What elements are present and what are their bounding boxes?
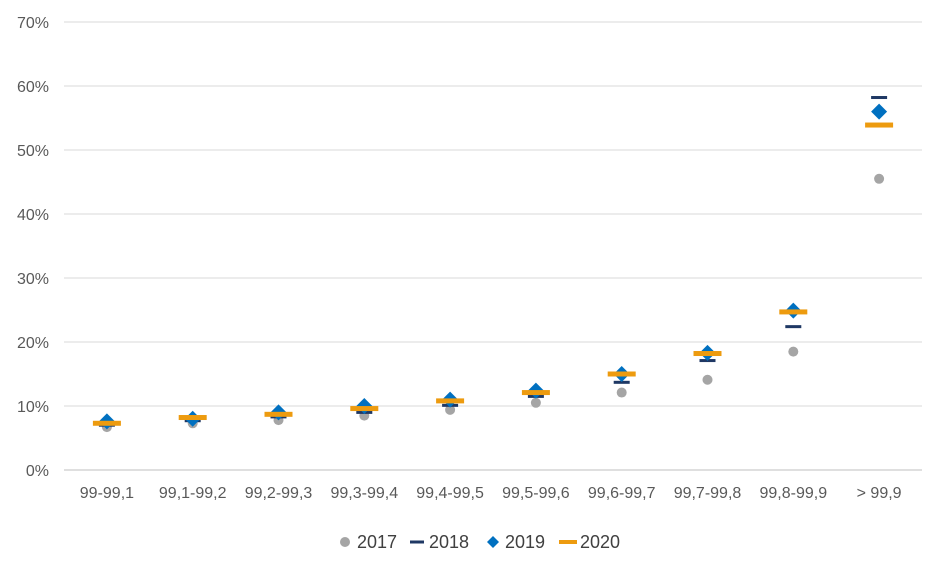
point-2020-5 — [436, 398, 465, 404]
series-markers — [92, 96, 894, 433]
point-2018-10 — [871, 96, 888, 100]
x-tick-label: 99,7-99,8 — [674, 485, 742, 502]
point-2020-8 — [693, 351, 722, 357]
legend-marker-2018 — [410, 540, 424, 544]
point-2017-8 — [702, 374, 713, 385]
legend-item-2018: 2018 — [410, 532, 469, 552]
x-tick-label: > 99,9 — [857, 485, 902, 502]
series-2020 — [92, 122, 894, 426]
x-tick-label: 99-99,1 — [80, 485, 134, 502]
point-2018-9 — [785, 325, 802, 329]
point-2017-6 — [530, 397, 541, 408]
legend-item-2019: 2019 — [487, 532, 545, 552]
point-2020-9 — [779, 309, 808, 315]
gridlines — [64, 21, 922, 407]
y-tick-label: 60% — [17, 79, 49, 96]
point-2019-10 — [871, 103, 888, 120]
point-2017-5 — [445, 404, 456, 415]
legend-marker-2019 — [487, 536, 499, 548]
y-tick-label: 0% — [26, 463, 49, 480]
y-tick-label: 40% — [17, 207, 49, 224]
x-axis-tick-labels: 99-99,1 99,1-99,2 99,2-99,3 99,3-99,4 99,4-9… — [80, 485, 902, 502]
point-2018-7 — [613, 380, 630, 384]
legend: 2017 2018 2019 2020 — [340, 532, 620, 552]
x-tick-label: 99,1-99,2 — [159, 485, 227, 502]
series-2019 — [98, 103, 888, 430]
point-2020-2 — [178, 415, 207, 421]
legend-label-2017: 2017 — [357, 532, 397, 552]
legend-label-2020: 2020 — [580, 532, 620, 552]
y-tick-label: 70% — [17, 15, 49, 32]
legend-item-2017: 2017 — [340, 532, 397, 552]
legend-label-2019: 2019 — [505, 532, 545, 552]
point-2020-1 — [92, 420, 121, 426]
y-tick-label: 50% — [17, 143, 49, 160]
point-2020-4 — [350, 406, 379, 412]
point-2020-6 — [521, 390, 550, 396]
x-tick-label: 99,3-99,4 — [330, 485, 398, 502]
y-axis-tick-labels: 0% 10% 20% 30% 40% 50% 60% 70% — [17, 15, 49, 480]
point-2020-3 — [264, 411, 293, 417]
legend-item-2020: 2020 — [559, 532, 620, 552]
point-2017-9 — [788, 346, 799, 357]
x-tick-label: 99,8-99,9 — [759, 485, 827, 502]
point-2017-10 — [874, 173, 885, 184]
legend-label-2018: 2018 — [429, 532, 469, 552]
series-2017 — [101, 173, 885, 433]
point-2017-7 — [616, 387, 627, 398]
x-tick-label: 99,6-99,7 — [588, 485, 656, 502]
x-tick-label: 99,5-99,6 — [502, 485, 570, 502]
point-2020-10 — [865, 122, 894, 128]
legend-marker-2017 — [340, 537, 350, 547]
series-2018 — [98, 96, 888, 427]
y-tick-label: 10% — [17, 399, 49, 416]
y-tick-label: 30% — [17, 271, 49, 288]
x-tick-label: 99,4-99,5 — [416, 485, 484, 502]
x-tick-label: 99,2-99,3 — [245, 485, 313, 502]
y-tick-label: 20% — [17, 335, 49, 352]
point-2020-7 — [607, 371, 636, 377]
legend-marker-2020 — [559, 540, 577, 544]
